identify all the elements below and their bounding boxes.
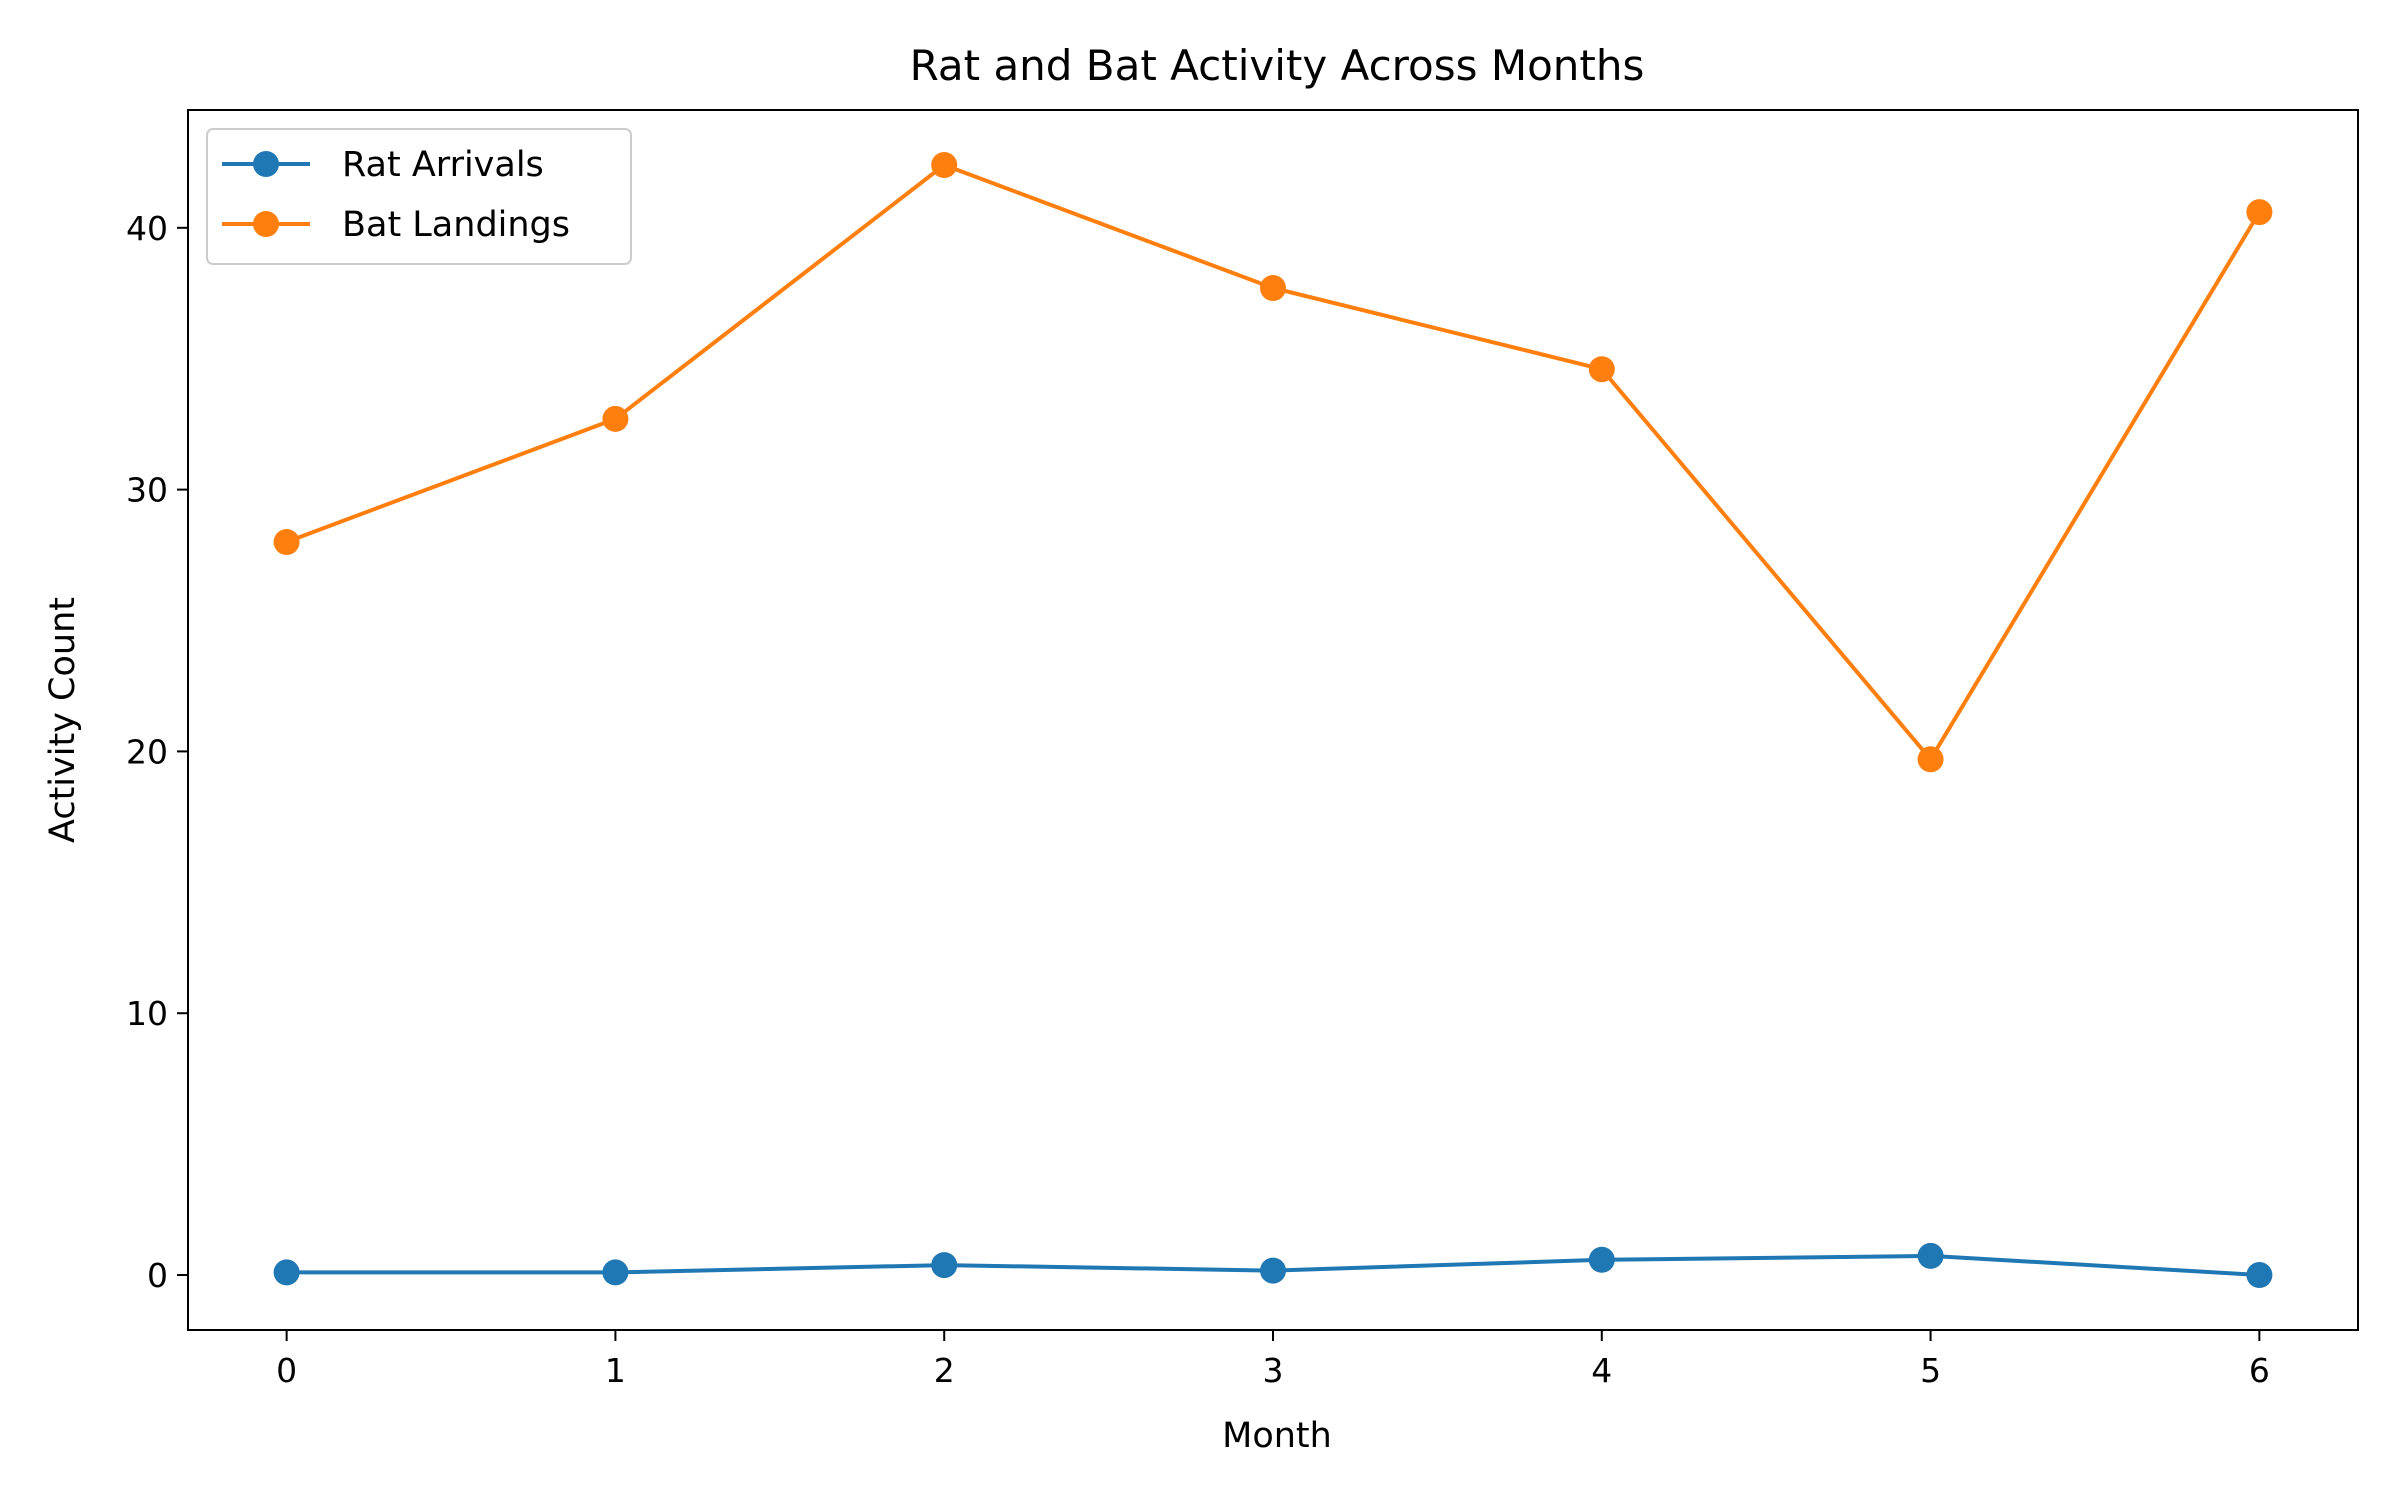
x-tick-label-3: 3 — [1263, 1351, 1284, 1390]
legend-box — [206, 128, 632, 265]
x-tick-label-2: 2 — [934, 1351, 955, 1390]
plot-area: 0 1 2 3 4 5 6 0 10 20 30 40 — [126, 109, 2359, 1390]
y-tick-label-1: 10 — [126, 994, 168, 1033]
chart-title: Rat and Bat Activity Across Months — [910, 41, 1645, 90]
x-tick-label-4: 4 — [1591, 1351, 1612, 1390]
y-tick-label-2: 20 — [126, 732, 168, 771]
legend-label-1: Bat Landings — [342, 205, 570, 245]
series-1-point-5 — [1917, 746, 1944, 773]
legend-marker-1 — [253, 211, 279, 237]
y-tick-label-3: 30 — [126, 471, 168, 510]
series-1-point-3 — [1260, 275, 1286, 301]
series-0-point-1 — [602, 1259, 629, 1286]
series-1-point-1 — [602, 405, 629, 432]
series-1-point-6 — [2246, 199, 2273, 226]
series-1-point-4 — [1588, 356, 1615, 383]
series-0-point-5 — [1917, 1242, 1944, 1269]
x-tick-label-1: 1 — [605, 1351, 626, 1390]
series-0-point-6 — [2246, 1262, 2273, 1288]
legend-marker-0 — [253, 151, 279, 177]
y-axis-label: Activity Count — [43, 597, 83, 843]
y-tick-label-0: 0 — [147, 1256, 168, 1295]
series-1-point-0 — [273, 529, 300, 555]
x-axis-label: Month — [1222, 1416, 1332, 1456]
x-tick-label-6: 6 — [2249, 1351, 2270, 1390]
series-1-point-2 — [931, 152, 958, 178]
x-tick-label-0: 0 — [276, 1351, 297, 1390]
series-0-point-3 — [1260, 1257, 1286, 1284]
legend-label-0: Rat Arrivals — [342, 145, 544, 185]
series-0-point-2 — [931, 1252, 958, 1279]
series-0-point-0 — [273, 1259, 300, 1286]
legend: Rat Arrivals Bat Landings — [206, 128, 632, 265]
x-tick-label-5: 5 — [1920, 1351, 1941, 1390]
series-0-point-4 — [1588, 1246, 1615, 1273]
y-tick-label-4: 40 — [126, 209, 168, 248]
